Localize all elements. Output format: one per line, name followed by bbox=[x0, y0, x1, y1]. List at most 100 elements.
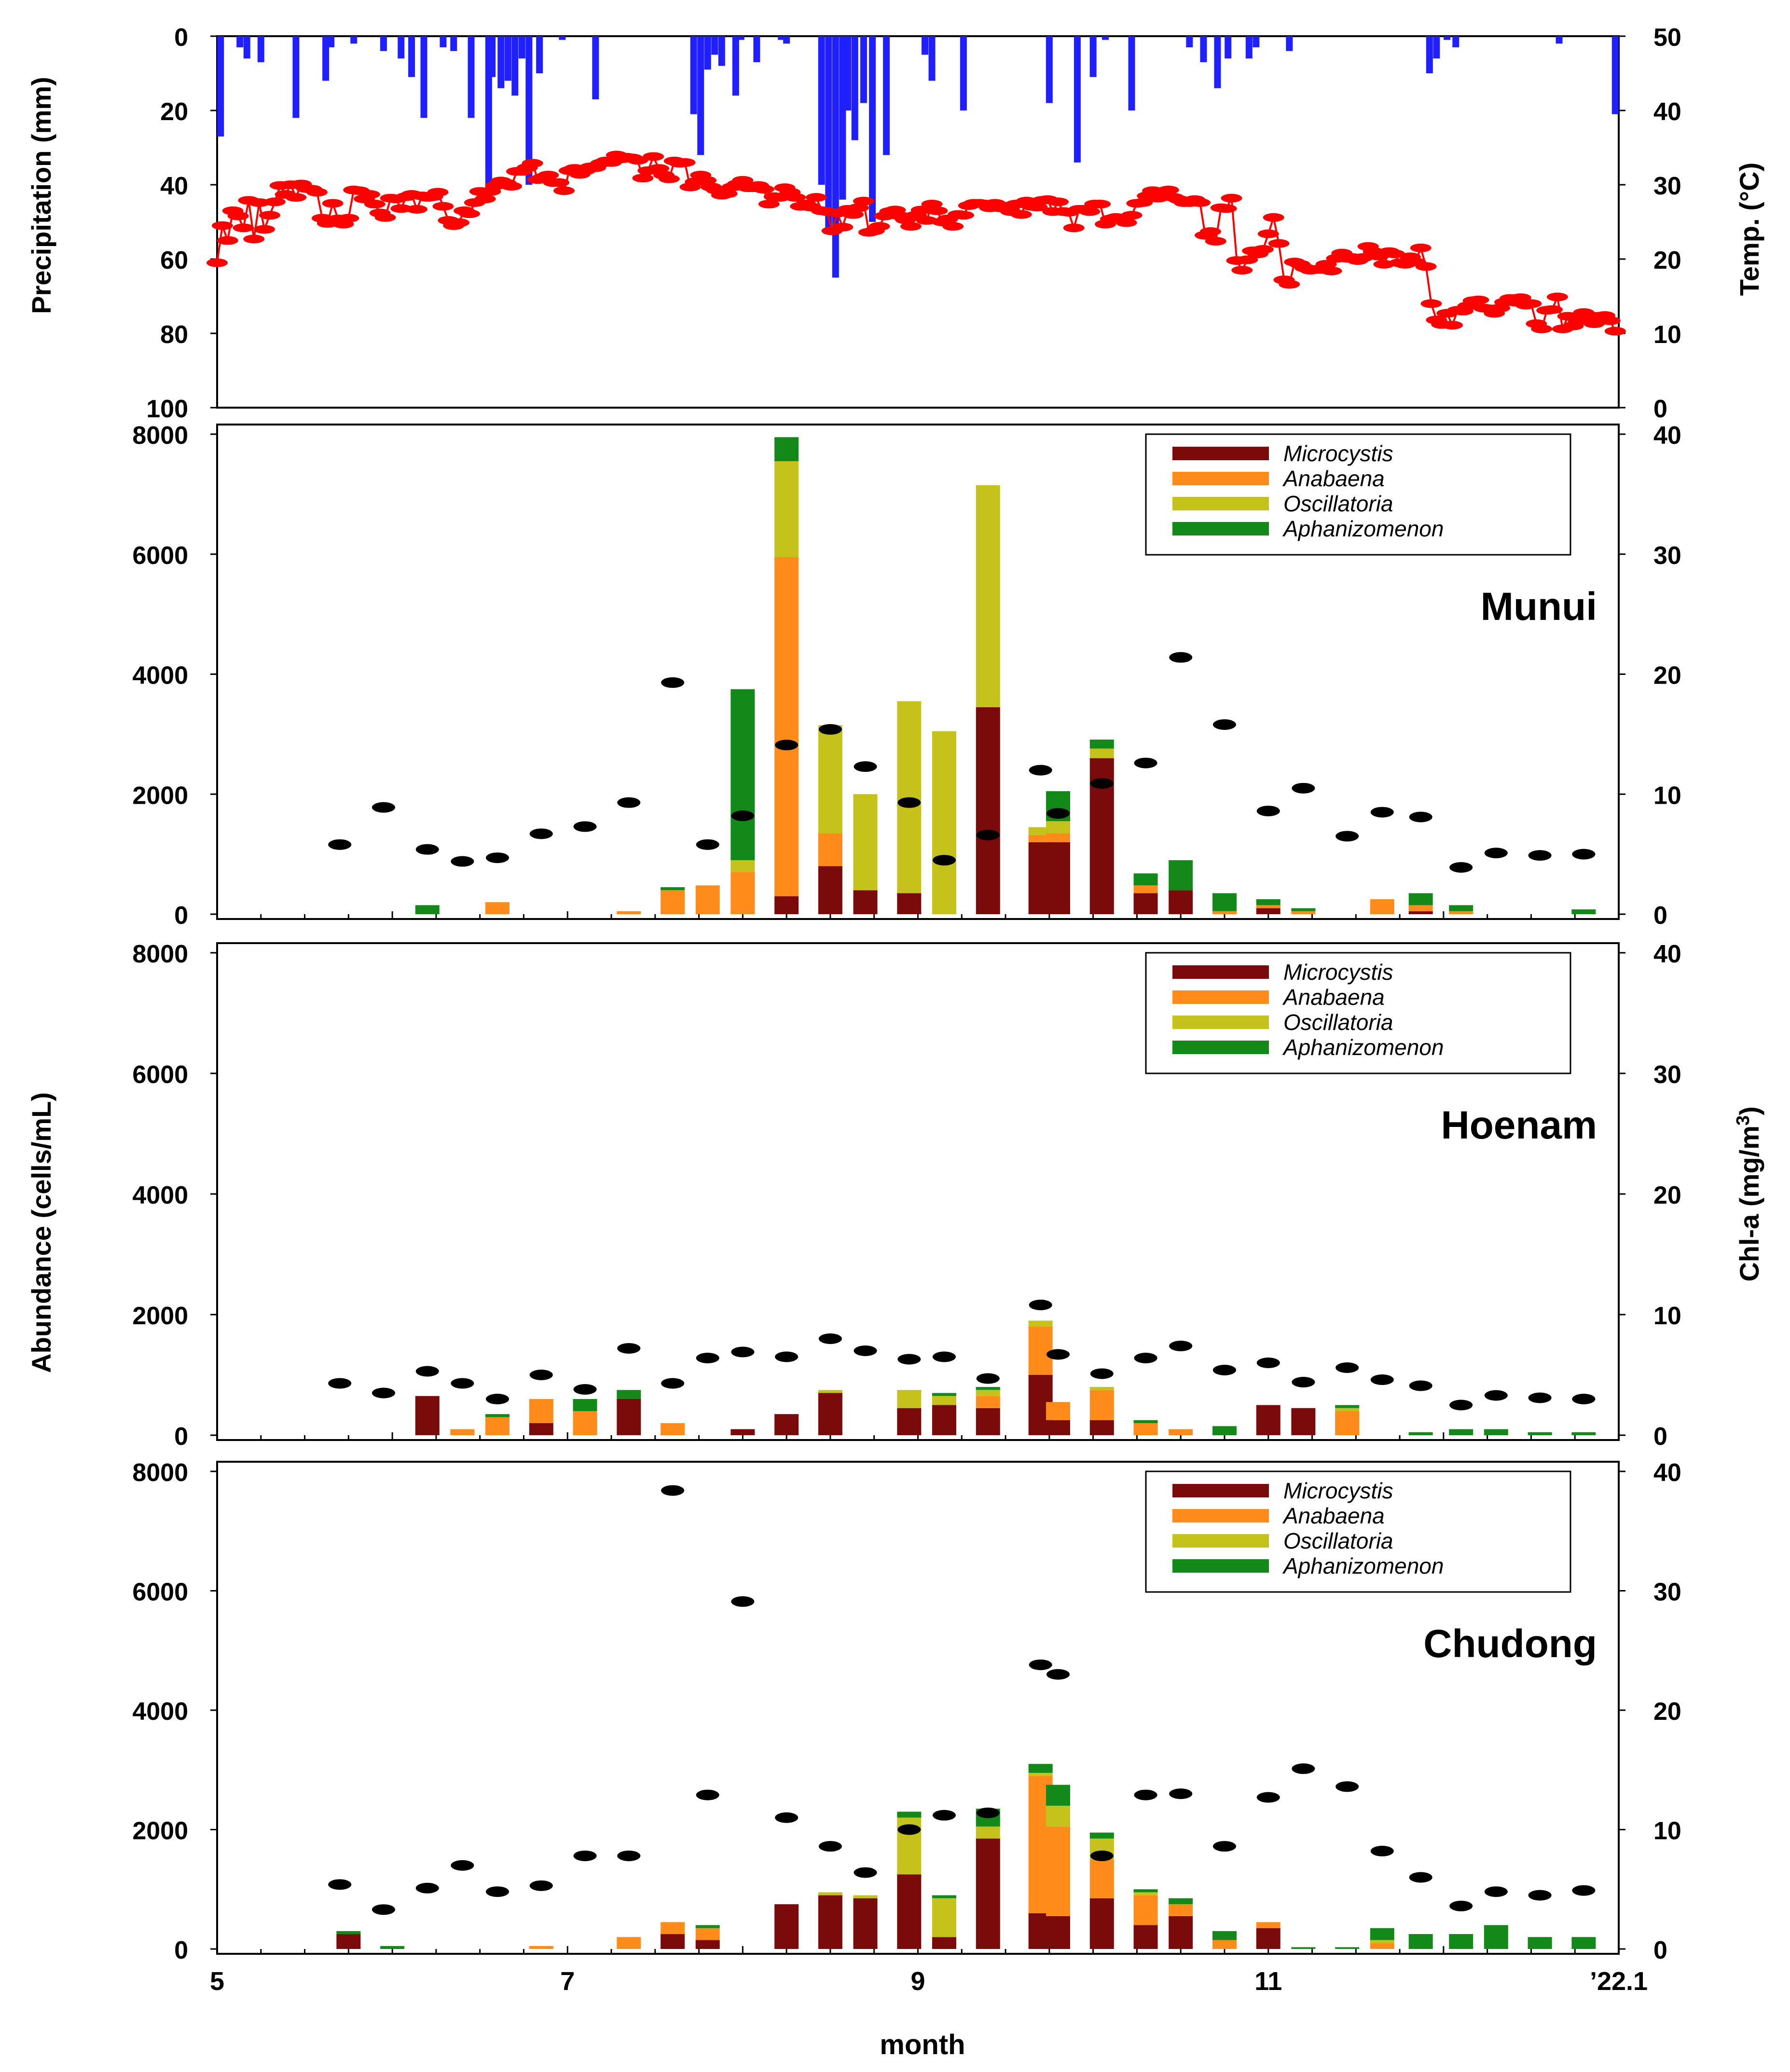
precipitation-bar bbox=[236, 36, 244, 48]
chudong-chla-point bbox=[451, 1860, 474, 1871]
chudong-bar-aphanizomenon bbox=[695, 1925, 720, 1928]
chudong-bar-aphanizomenon bbox=[1133, 1889, 1158, 1893]
precipitation-bar bbox=[825, 36, 832, 233]
hoenam-chla-point bbox=[1292, 1377, 1315, 1387]
precipitation-bar bbox=[497, 36, 505, 88]
chudong-chla-point bbox=[1134, 1789, 1157, 1800]
munui-bar-microcystis bbox=[1169, 890, 1193, 914]
temperature-point bbox=[1415, 262, 1437, 271]
chudong-bar-anabaena bbox=[529, 1946, 553, 1949]
precipitation-bar bbox=[525, 36, 533, 185]
precipitation-bar bbox=[1046, 36, 1053, 103]
munui-chla-point bbox=[1134, 757, 1157, 768]
munui-chla-point bbox=[932, 855, 956, 866]
munui-bar-microcystis bbox=[774, 896, 799, 914]
hoenam-bar-aphanizomenon bbox=[1528, 1432, 1552, 1435]
chudong-abundance-tick-label: 0 bbox=[174, 1936, 188, 1964]
chla-axis-label-close: ) bbox=[1734, 1106, 1764, 1115]
temp-tick-label: 20 bbox=[1653, 247, 1681, 274]
hoenam-chla-point bbox=[661, 1378, 685, 1389]
chudong-bar-aphanizomenon bbox=[1335, 1947, 1360, 1949]
chudong-chla-point bbox=[775, 1812, 799, 1823]
chudong-bar-oscillatoria bbox=[1046, 1806, 1070, 1827]
hoenam-bar-oscillatoria bbox=[1335, 1408, 1360, 1411]
temperature-point bbox=[1268, 239, 1290, 248]
munui-abundance-tick-label: 0 bbox=[174, 902, 188, 930]
chudong-bar-aphanizomenon bbox=[1028, 1764, 1053, 1773]
precipitation-bar bbox=[536, 36, 543, 73]
munui-chla-point bbox=[731, 810, 755, 822]
temperature-point bbox=[1079, 207, 1101, 216]
munui-bar-aphanizomenon bbox=[1256, 899, 1281, 906]
hoenam-chla-point bbox=[1090, 1368, 1114, 1379]
hoenam-chla-point bbox=[1212, 1365, 1236, 1375]
hoenam-chla-tick-label: 0 bbox=[1653, 1423, 1667, 1451]
chudong-chla-point bbox=[1090, 1850, 1114, 1861]
x-tick-label: 11 bbox=[1254, 1967, 1282, 1996]
munui-bar-aphanizomenon bbox=[1408, 893, 1433, 906]
hoenam-bar-anabaena bbox=[573, 1411, 597, 1435]
chudong-bar-microcystis bbox=[661, 1934, 685, 1949]
precipitation-series bbox=[217, 36, 1619, 278]
temperature-point bbox=[227, 211, 249, 220]
munui-bar-oscillatoria bbox=[818, 725, 842, 834]
hoenam-bar-microcystis bbox=[1089, 1420, 1114, 1435]
chudong-bar-oscillatoria bbox=[1370, 1940, 1394, 1943]
precipitation-bar bbox=[783, 36, 790, 44]
chudong-bar-aphanizomenon bbox=[380, 1946, 405, 1949]
chla-axis-label: Chl-a (mg/m3) bbox=[1733, 1106, 1764, 1281]
munui-bar-oscillatoria bbox=[1089, 748, 1114, 758]
munui-legend-label-microcystis: Microcystis bbox=[1283, 441, 1393, 466]
chudong-bars bbox=[336, 1764, 1596, 1949]
munui-abundance-tick-label: 4000 bbox=[132, 662, 188, 690]
chudong-bar-microcystis bbox=[853, 1898, 878, 1949]
temperature-point bbox=[1279, 280, 1300, 289]
munui-bar-aphanizomenon bbox=[730, 689, 755, 861]
munui-chla-point bbox=[1090, 778, 1114, 789]
munui-bar-anabaena bbox=[730, 872, 755, 914]
munui-bar-anabaena bbox=[1370, 899, 1394, 914]
temperature-point bbox=[537, 170, 559, 179]
hoenam-bar-microcystis bbox=[774, 1414, 799, 1435]
chudong-chla-point bbox=[1336, 1781, 1359, 1792]
chudong-legend-label-oscillatoria: Oscillatoria bbox=[1283, 1528, 1393, 1553]
munui-chla-tick-label: 0 bbox=[1653, 902, 1667, 930]
chudong-abundance-tick-label: 4000 bbox=[132, 1698, 188, 1726]
munui-bar-aphanizomenon bbox=[661, 887, 685, 891]
precipitation-bar bbox=[1102, 36, 1109, 40]
temperature-point bbox=[842, 210, 864, 219]
precipitation-bar bbox=[851, 36, 858, 140]
chudong-chla-point bbox=[1484, 1886, 1508, 1897]
munui-bar-oscillatoria bbox=[897, 701, 922, 893]
temperature-point bbox=[627, 156, 648, 165]
temperature-point bbox=[632, 174, 654, 183]
hoenam-chla-point bbox=[897, 1354, 921, 1365]
munui-bar-aphanizomenon bbox=[1449, 905, 1473, 911]
hoenam-chla-point bbox=[451, 1378, 474, 1389]
munui-bar-microcystis bbox=[1408, 911, 1433, 914]
hoenam-bar-aphanizomenon bbox=[617, 1390, 641, 1399]
hoenam-bar-microcystis bbox=[1256, 1405, 1281, 1435]
chudong-legend-swatch-anabaena bbox=[1172, 1509, 1269, 1523]
temperature-point bbox=[921, 200, 943, 209]
chudong-bar-anabaena bbox=[1256, 1922, 1281, 1928]
chudong-chla-point bbox=[696, 1789, 719, 1800]
temperature-point bbox=[1205, 237, 1226, 246]
munui-bar-microcystis bbox=[897, 893, 922, 914]
precipitation-bar bbox=[883, 36, 890, 155]
temperature-point bbox=[338, 214, 359, 223]
munui-bar-aphanizomenon bbox=[1089, 740, 1114, 749]
precipitation-bar bbox=[322, 36, 330, 81]
munui-chla-point bbox=[1370, 807, 1394, 818]
hoenam-chla-tick-label: 40 bbox=[1653, 940, 1681, 968]
munui-bar-anabaena bbox=[1449, 911, 1473, 914]
precipitation-bar bbox=[869, 36, 876, 222]
munui-bar-anabaena bbox=[661, 890, 685, 914]
chla-axis-label-superscript: 3 bbox=[1733, 1115, 1753, 1125]
temperature-point bbox=[848, 203, 869, 212]
chudong-bar-aphanizomenon bbox=[1484, 1925, 1508, 1949]
munui-bar-anabaena bbox=[1408, 905, 1433, 911]
munui-chla-point bbox=[818, 724, 842, 735]
precipitation-bar bbox=[697, 36, 704, 155]
munui-bar-aphanizomenon bbox=[1133, 873, 1158, 886]
